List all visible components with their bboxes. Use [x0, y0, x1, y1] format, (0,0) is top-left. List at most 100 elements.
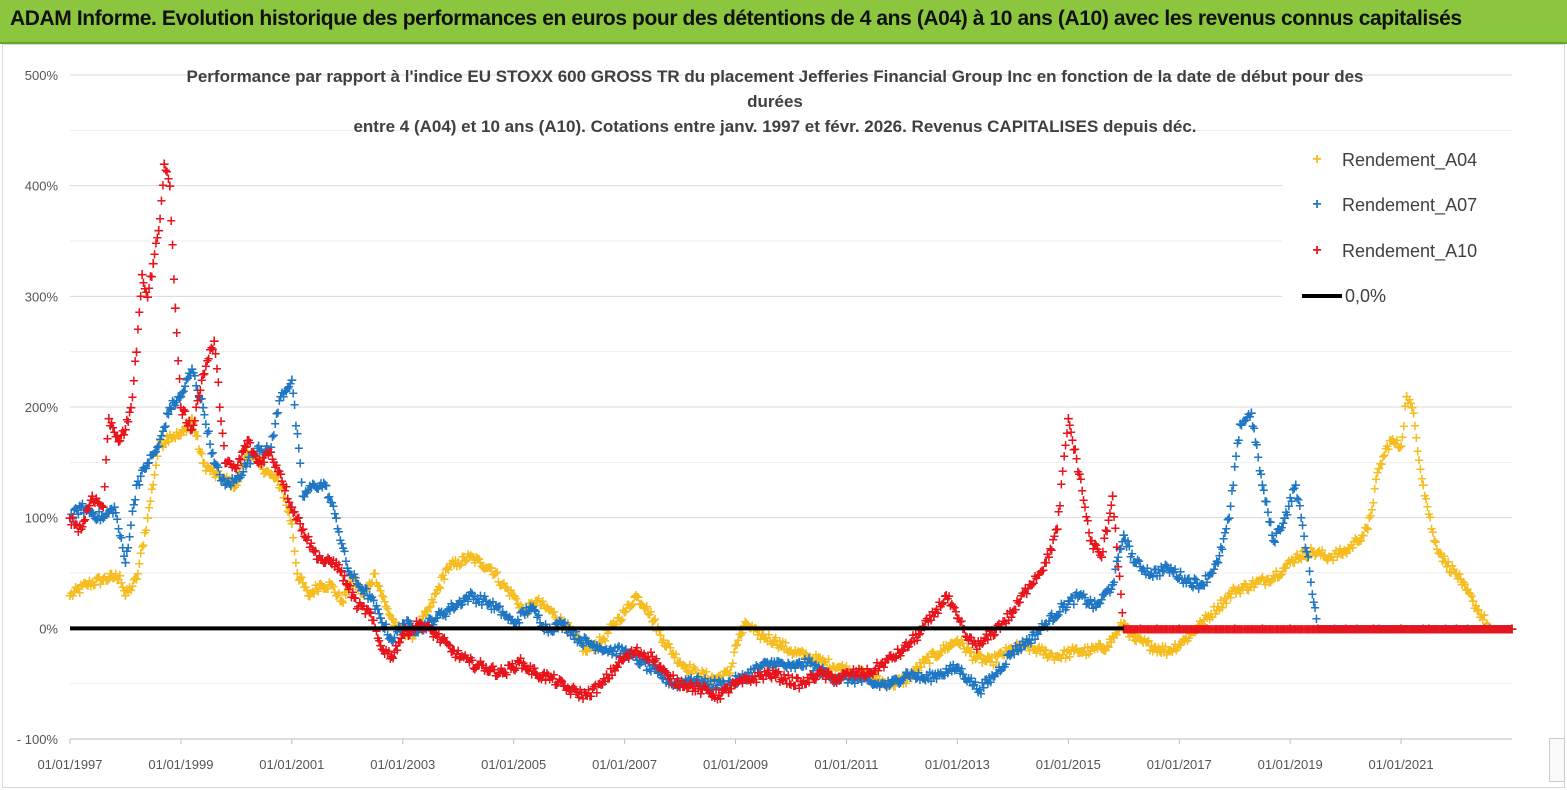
- data-point: +: [267, 468, 278, 483]
- data-point: +: [1504, 622, 1515, 637]
- data-point: +: [1387, 433, 1398, 448]
- data-point: +: [413, 624, 424, 639]
- data-point: +: [86, 505, 98, 521]
- data-point: +: [390, 615, 401, 630]
- data-point: +: [70, 581, 81, 596]
- data-point: +: [1168, 642, 1179, 657]
- data-point: +: [1330, 544, 1341, 559]
- x-tick-label: 01/01/2021: [1369, 757, 1434, 772]
- data-point: +: [422, 605, 433, 620]
- data-point: +: [171, 395, 182, 410]
- data-point: +: [719, 665, 730, 680]
- data-point: +: [1203, 609, 1214, 624]
- data-point: +: [123, 585, 134, 600]
- data-point: +: [1244, 580, 1255, 595]
- data-point: +: [440, 563, 451, 578]
- data-point: +: [584, 642, 595, 657]
- legend-item-a07[interactable]: + Rendement_A07: [1302, 190, 1477, 220]
- data-point: +: [1243, 583, 1254, 598]
- data-point: +: [1475, 610, 1486, 625]
- data-point: +: [1018, 638, 1030, 654]
- data-point: +: [142, 511, 154, 527]
- data-point: +: [180, 379, 191, 394]
- data-point: +: [537, 595, 548, 610]
- resize-handle[interactable]: [1549, 738, 1565, 782]
- data-point: +: [227, 471, 238, 486]
- data-point: +: [1116, 588, 1127, 603]
- data-point: +: [1085, 643, 1097, 659]
- data-point: +: [734, 628, 745, 643]
- data-point: +: [117, 580, 128, 595]
- data-point: +: [682, 664, 693, 679]
- data-point: +: [1344, 542, 1355, 557]
- data-point: +: [860, 666, 871, 681]
- data-point: +: [327, 578, 338, 593]
- data-point: +: [71, 583, 82, 598]
- data-point: +: [1389, 435, 1400, 450]
- data-point: +: [838, 662, 849, 677]
- data-point: +: [386, 612, 397, 627]
- legend-item-a04[interactable]: + Rendement_A04: [1302, 145, 1477, 175]
- data-point: +: [255, 445, 266, 460]
- data-point: +: [994, 647, 1005, 662]
- data-point: +: [255, 457, 266, 472]
- data-point: +: [186, 361, 198, 377]
- data-point: +: [601, 624, 612, 639]
- data-point: +: [228, 481, 239, 496]
- data-point: +: [1305, 541, 1316, 556]
- data-point: +: [1111, 628, 1122, 643]
- data-point: +: [669, 651, 680, 666]
- data-point: +: [84, 574, 95, 589]
- data-point: +: [1325, 551, 1336, 566]
- data-point: +: [514, 601, 525, 616]
- data-point: +: [120, 588, 132, 604]
- data-point: +: [90, 511, 101, 526]
- legend-item-zero[interactable]: 0,0%: [1302, 281, 1386, 311]
- data-point: +: [178, 385, 189, 400]
- data-point: +: [691, 666, 703, 682]
- data-point: +: [845, 669, 856, 684]
- data-point: +: [451, 560, 462, 575]
- data-point: +: [193, 390, 204, 405]
- data-point: +: [1217, 601, 1228, 616]
- data-point: +: [257, 462, 268, 477]
- data-point: +: [1129, 632, 1141, 648]
- data-point: +: [1005, 641, 1016, 656]
- data-point: +: [1489, 622, 1500, 637]
- data-point: +: [181, 373, 192, 388]
- data-point: +: [1179, 632, 1191, 648]
- data-point: +: [469, 556, 480, 571]
- data-point: +: [202, 427, 213, 442]
- legend-item-a10[interactable]: + Rendement_A10: [1302, 236, 1477, 266]
- data-point: +: [1132, 630, 1143, 645]
- data-point: +: [356, 587, 367, 602]
- data-point: +: [174, 391, 185, 406]
- data-point: +: [1310, 549, 1321, 564]
- data-point: +: [425, 599, 437, 615]
- x-tick-label: 01/01/2013: [925, 757, 990, 772]
- data-point: +: [304, 590, 315, 605]
- data-point: +: [847, 666, 858, 681]
- data-point: +: [142, 455, 154, 471]
- data-point: +: [221, 470, 232, 485]
- data-point: +: [250, 449, 261, 464]
- data-point: +: [127, 504, 138, 519]
- data-point: +: [505, 583, 516, 598]
- data-point: +: [1224, 586, 1235, 601]
- data-point: +: [795, 646, 806, 661]
- data-point: +: [184, 366, 195, 381]
- data-point: +: [1262, 572, 1274, 588]
- data-point: +: [560, 623, 571, 638]
- data-point: +: [496, 578, 507, 593]
- data-point: +: [942, 643, 953, 658]
- data-point: +: [1177, 635, 1188, 650]
- data-point: +: [91, 513, 102, 528]
- data-point: +: [139, 462, 150, 477]
- data-point: +: [835, 660, 847, 676]
- data-point: +: [1190, 625, 1201, 640]
- data-point: +: [461, 554, 472, 569]
- data-point: +: [1476, 608, 1487, 623]
- data-point: +: [1440, 555, 1452, 571]
- data-point: +: [371, 576, 382, 591]
- data-point: +: [1304, 548, 1315, 563]
